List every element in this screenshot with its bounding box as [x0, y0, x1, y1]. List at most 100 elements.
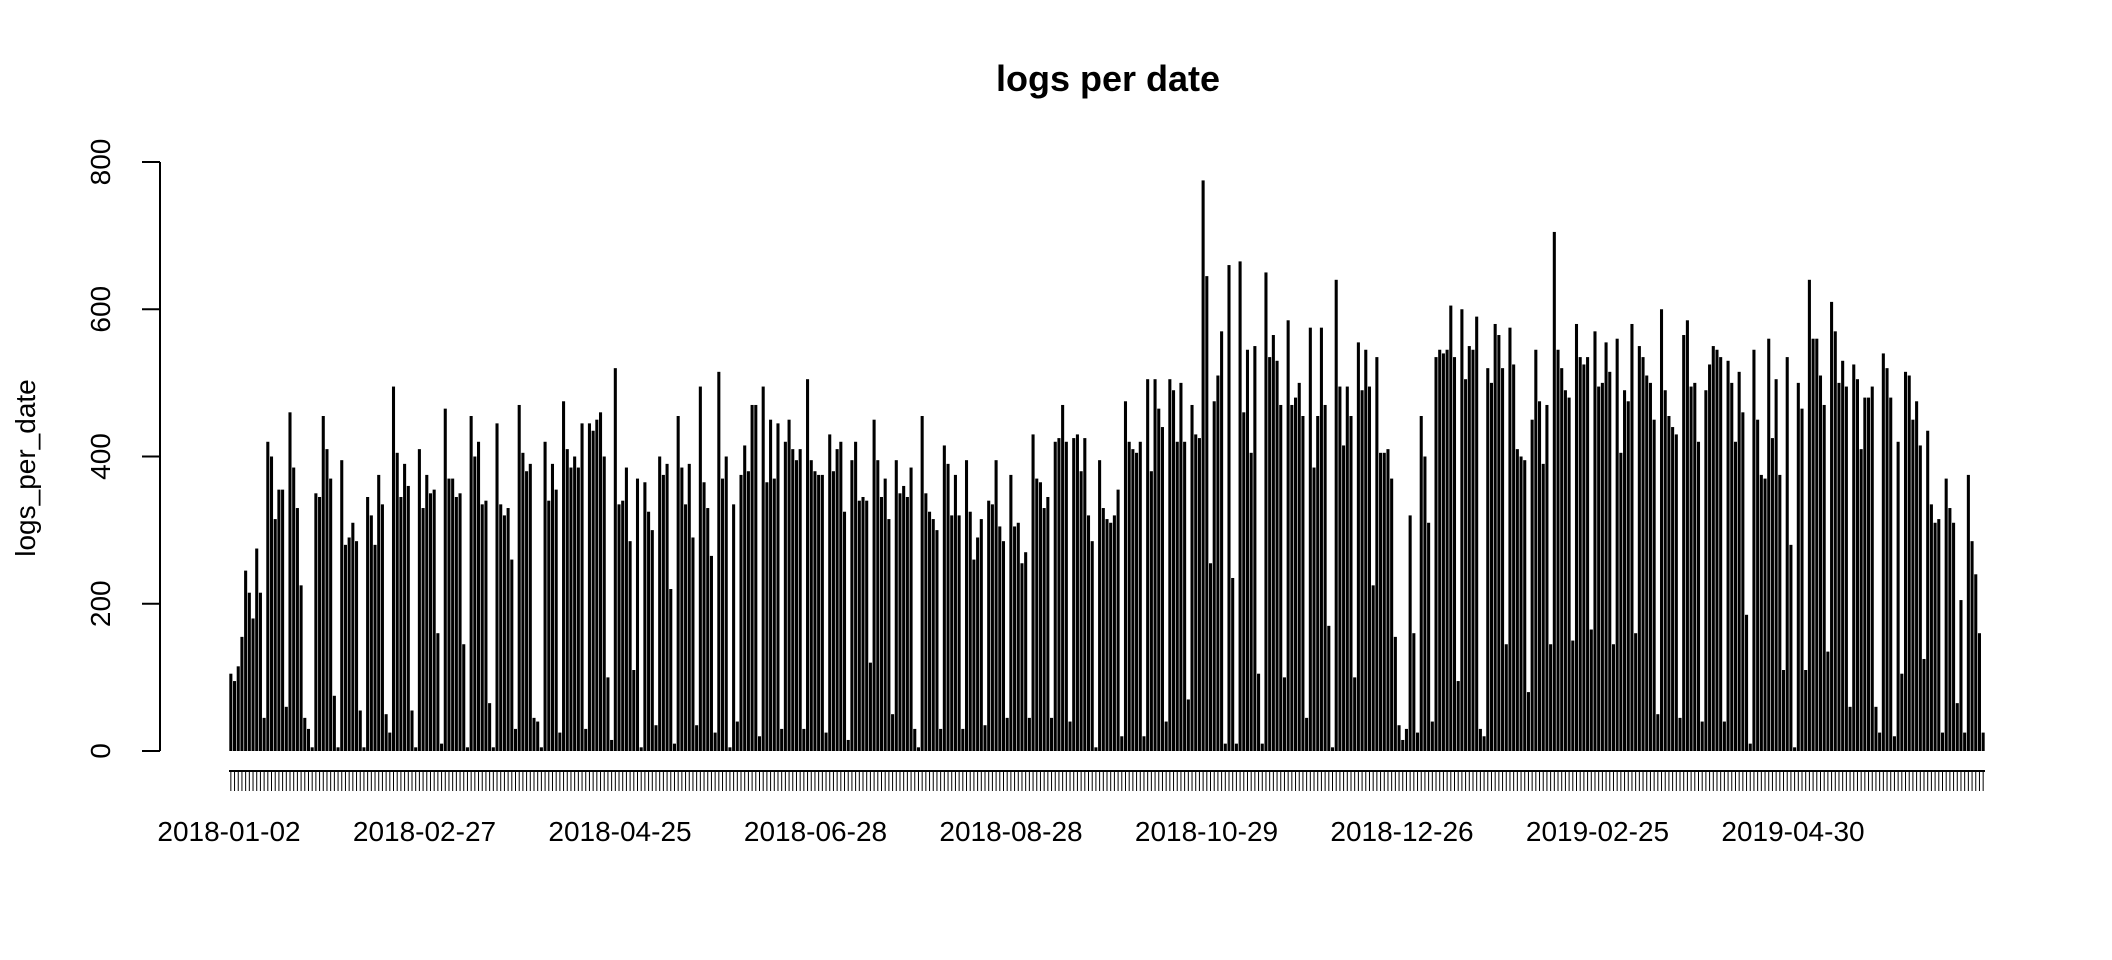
bar [1600, 382, 1604, 751]
bar [417, 449, 421, 751]
bar [1434, 357, 1438, 751]
bar [1305, 717, 1309, 751]
bar [1963, 732, 1967, 751]
bar [1478, 728, 1482, 751]
bar [502, 515, 506, 751]
bar [661, 474, 665, 751]
bar [1242, 412, 1246, 751]
bar [1874, 706, 1878, 751]
bar [1604, 342, 1608, 751]
bar [1338, 386, 1342, 751]
bar [1360, 390, 1364, 751]
bar [358, 710, 362, 751]
bar [1922, 658, 1926, 751]
bar [1804, 670, 1808, 751]
bar [757, 736, 762, 751]
bar [798, 449, 802, 751]
bar [1046, 496, 1050, 751]
bar [562, 401, 566, 751]
bar [1656, 714, 1660, 751]
bar [617, 504, 621, 751]
bar [1061, 404, 1065, 751]
bar [1349, 416, 1353, 751]
bar [1064, 441, 1068, 751]
bar [1227, 265, 1231, 751]
bar [1042, 508, 1046, 751]
bar [872, 419, 876, 751]
bar [695, 725, 699, 751]
bar [1881, 353, 1885, 751]
bar [1419, 416, 1423, 751]
bar [277, 489, 281, 751]
bar [680, 467, 684, 751]
bar [1778, 474, 1782, 751]
bar [1386, 449, 1390, 751]
bar [1342, 445, 1346, 751]
bar [1327, 625, 1331, 751]
bar [310, 747, 314, 751]
x-tick-label: 2018-04-25 [548, 816, 691, 847]
bar [743, 445, 747, 751]
bar [336, 747, 340, 751]
bar [1526, 692, 1530, 751]
bar [1160, 427, 1164, 751]
bar [1120, 736, 1124, 751]
bar [451, 478, 455, 751]
bar [1704, 390, 1708, 751]
bar [735, 721, 739, 751]
bar [794, 460, 798, 751]
bar [506, 508, 510, 751]
bar [528, 463, 532, 751]
bar [1038, 482, 1042, 751]
bar [1915, 401, 1919, 751]
bar [314, 493, 318, 751]
bar [1789, 544, 1793, 751]
bar [1589, 629, 1593, 751]
bar [1896, 441, 1900, 751]
bar [606, 677, 610, 751]
bar [1205, 276, 1209, 751]
bar [898, 493, 902, 751]
bar [879, 496, 884, 751]
bar [539, 747, 543, 751]
bar [1774, 379, 1778, 751]
bar [813, 471, 817, 751]
bar [1715, 349, 1719, 751]
bar [1253, 346, 1257, 751]
bar [480, 504, 484, 751]
bar [351, 522, 355, 751]
bar [587, 423, 591, 751]
bar [964, 460, 969, 751]
bar [987, 500, 991, 751]
bar [1593, 331, 1597, 751]
bar [1308, 327, 1312, 751]
bar [1016, 522, 1020, 751]
bar [610, 739, 614, 751]
bar [1075, 434, 1079, 751]
bar [1767, 338, 1771, 751]
bar [244, 570, 248, 751]
bar [1001, 541, 1006, 751]
bar [1294, 397, 1298, 751]
bar [554, 489, 558, 751]
bar [839, 441, 843, 751]
bar [857, 500, 861, 751]
bar [262, 717, 266, 751]
bar [284, 706, 288, 751]
bar [1637, 346, 1641, 751]
bar [1334, 279, 1338, 751]
bar [850, 460, 854, 751]
bar [1197, 438, 1201, 751]
bar [1700, 721, 1704, 751]
bar [676, 416, 680, 751]
bar [1260, 743, 1264, 751]
bar [440, 743, 444, 751]
bar [1105, 519, 1109, 751]
bar [632, 670, 636, 751]
bar [565, 449, 569, 751]
bar [1615, 338, 1619, 751]
bar [329, 478, 333, 751]
bar [595, 419, 599, 751]
bar [1929, 504, 1933, 751]
bar [362, 747, 366, 751]
